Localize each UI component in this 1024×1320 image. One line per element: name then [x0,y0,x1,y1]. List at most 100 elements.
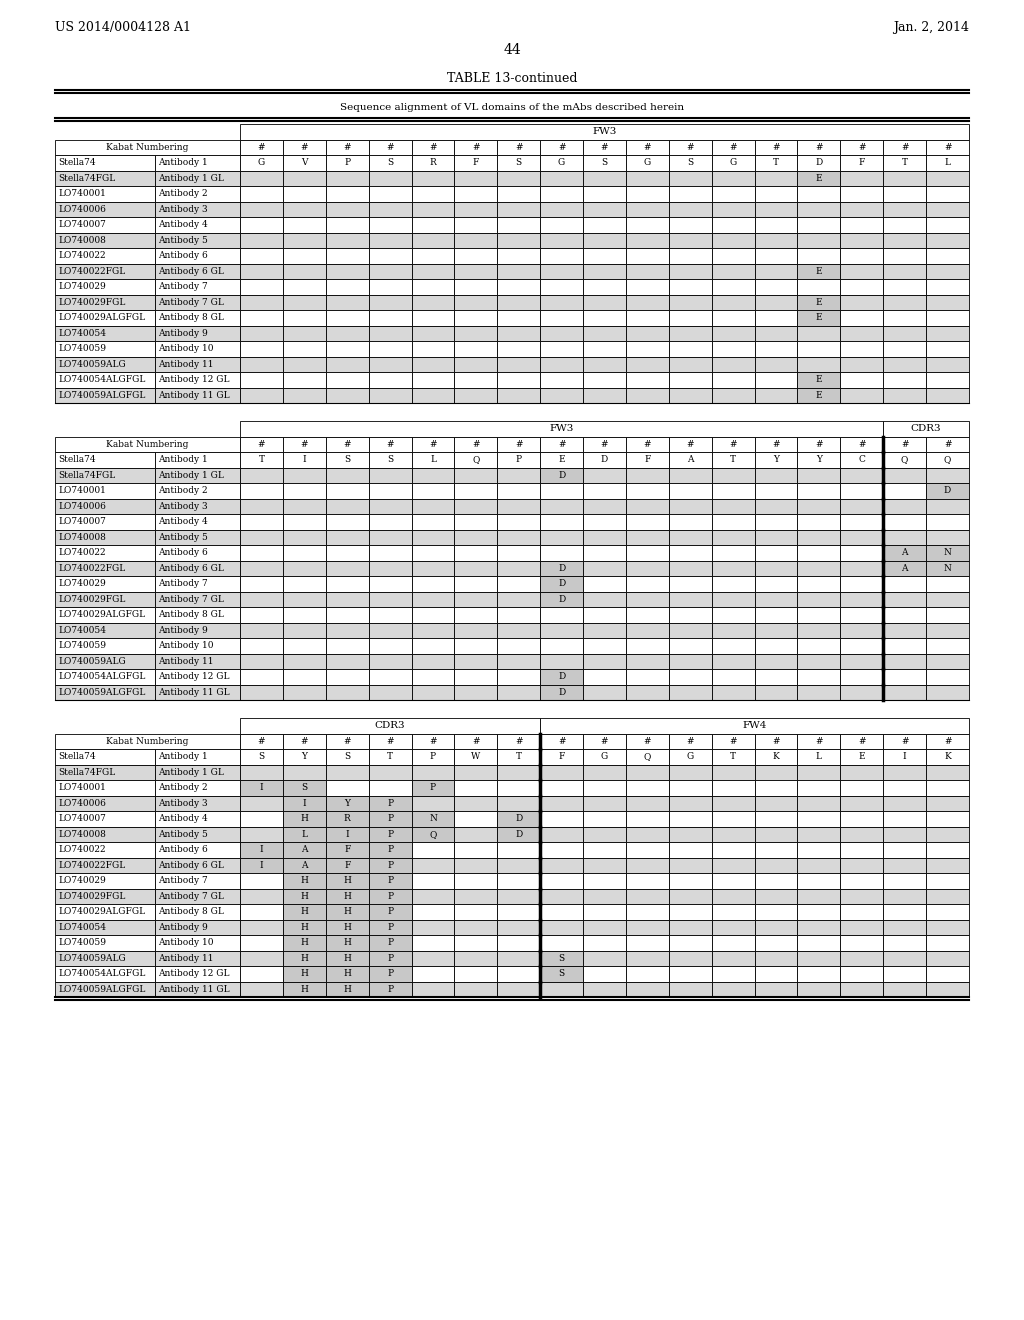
Bar [498,842,541,858]
Bar [841,186,884,202]
Bar [240,653,283,669]
Text: E: E [815,267,822,276]
Bar [240,950,283,966]
Bar [326,154,369,170]
Bar [884,483,926,499]
Text: Stella74: Stella74 [58,752,95,762]
Bar [541,545,583,561]
Bar [240,748,283,764]
Text: F: F [344,861,350,870]
Text: Antibody 11 GL: Antibody 11 GL [158,688,229,697]
Bar [755,576,798,591]
Text: Antibody 8 GL: Antibody 8 GL [158,313,224,322]
Bar [841,483,884,499]
Bar [712,170,755,186]
Bar [798,748,841,764]
Text: R: R [430,158,436,168]
Bar [369,545,412,561]
Bar [412,388,455,403]
Bar [926,545,969,561]
Text: #: # [472,737,479,746]
Bar [755,764,798,780]
Bar [626,734,669,748]
Bar [369,796,412,810]
Bar [798,950,841,966]
Bar [283,591,326,607]
Text: A: A [301,845,307,854]
Bar [755,607,798,623]
Bar [55,780,155,796]
Bar [55,140,240,154]
Text: E: E [858,752,865,762]
Bar [55,388,155,403]
Text: P: P [387,907,393,916]
Bar [369,734,412,748]
Bar [798,202,841,216]
Bar [798,388,841,403]
Text: I: I [345,830,349,838]
Bar [841,966,884,982]
Bar [240,467,283,483]
Text: LO740022FGL: LO740022FGL [58,267,125,276]
Bar [926,202,969,216]
Bar [712,437,755,451]
Bar [283,248,326,264]
Text: Antibody 3: Antibody 3 [158,205,208,214]
Bar [369,483,412,499]
Text: LO740001: LO740001 [58,783,105,792]
Bar [798,591,841,607]
Bar [326,561,369,576]
Bar [669,935,712,950]
Bar [798,810,841,826]
Bar [926,372,969,388]
Text: Antibody 10: Antibody 10 [158,345,213,354]
Bar [369,356,412,372]
Bar [283,842,326,858]
Bar [884,796,926,810]
Bar [884,202,926,216]
Bar [412,341,455,356]
Bar [369,326,412,341]
Bar [155,154,240,170]
Bar [669,796,712,810]
Bar [583,499,626,513]
Bar [712,935,755,950]
Bar [240,186,283,202]
Bar [455,826,498,842]
Bar [541,248,583,264]
Bar [498,356,541,372]
Text: #: # [558,440,565,449]
Bar [841,356,884,372]
Bar [884,140,926,154]
Bar [841,341,884,356]
Bar [55,669,155,685]
Text: P: P [516,455,522,465]
Bar [712,451,755,467]
Bar [669,810,712,826]
Bar [798,920,841,935]
Bar [326,904,369,920]
Bar [326,780,369,796]
Bar [240,966,283,982]
Bar [55,576,155,591]
Bar [712,186,755,202]
Bar [155,607,240,623]
Bar [755,888,798,904]
Bar [455,372,498,388]
Text: #: # [558,143,565,152]
Text: CDR3: CDR3 [375,721,406,730]
Text: Antibody 11: Antibody 11 [158,360,213,368]
Text: T: T [387,752,393,762]
Bar [884,341,926,356]
Bar [240,326,283,341]
Text: #: # [944,440,951,449]
Bar [412,764,455,780]
Text: Y: Y [344,799,350,808]
Bar [926,826,969,842]
Bar [283,326,326,341]
Bar [240,499,283,513]
Bar [155,920,240,935]
Text: Antibody 2: Antibody 2 [158,783,208,792]
Bar [712,764,755,780]
Text: P: P [387,939,393,948]
